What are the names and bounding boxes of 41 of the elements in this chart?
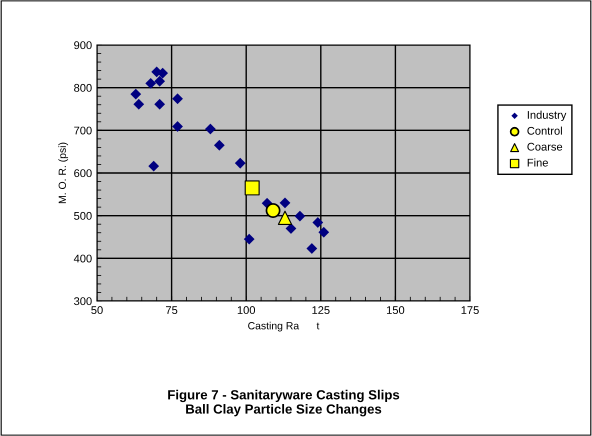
point [318, 226, 330, 238]
point [133, 98, 144, 110]
x-tick-label: 175 [462, 306, 479, 314]
y-tick-label: 300 [74, 297, 92, 306]
y-tick-label: 800 [74, 84, 92, 92]
point [312, 217, 324, 228]
y-tick-label: 700 [74, 126, 92, 134]
legend-label: Industry [528, 110, 566, 122]
point [172, 93, 183, 104]
point [172, 121, 183, 132]
y-axis-title: M. O. R. (psi) [58, 142, 68, 204]
point [148, 160, 160, 172]
x-tick-label: 75 [166, 306, 178, 314]
legend-label: Fine [528, 158, 548, 167]
x-tick-label: 100 [238, 306, 256, 314]
point [154, 98, 166, 110]
x-axis-title: Casting Ra t [248, 322, 320, 332]
x-tick-label: 150 [386, 306, 404, 314]
x-tick-label: 50 [91, 306, 103, 314]
point [130, 88, 142, 100]
point [145, 78, 156, 89]
point [234, 158, 246, 169]
legend-label: Coarse [527, 142, 562, 151]
text: Figure 7 - Sanitaryware Casting Slips Ball Clay Particle Size Changes [168, 390, 400, 416]
y-tick-label: 400 [74, 254, 92, 262]
point [244, 234, 255, 245]
y-tick-label: 600 [74, 169, 92, 178]
y-tick-label: 500 [74, 212, 92, 220]
x-tick-label: 125 [312, 306, 330, 314]
point [286, 223, 296, 234]
point [306, 243, 318, 254]
point [294, 210, 306, 222]
point [278, 210, 292, 225]
point [154, 76, 166, 87]
point [205, 124, 216, 134]
point [244, 180, 260, 196]
point [280, 197, 290, 208]
point [214, 140, 225, 151]
point [266, 203, 280, 218]
y-tick-label: 900 [74, 41, 92, 50]
legend-label: Control [527, 126, 562, 135]
